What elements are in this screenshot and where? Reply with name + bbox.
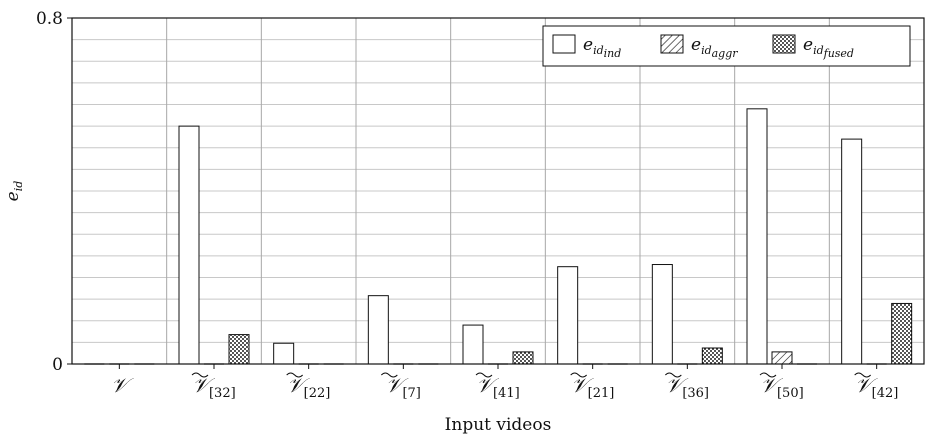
tilde-mark xyxy=(664,372,682,378)
legend-label-aggr: eidaggr xyxy=(691,35,738,60)
x-tick-label: 𝒱[7] xyxy=(386,373,421,401)
x-tick-label: 𝒱[50] xyxy=(760,373,803,401)
bar-ind xyxy=(178,125,200,365)
legend-swatch-fused xyxy=(772,34,796,54)
bar-ind xyxy=(746,108,768,365)
x-tick-label: 𝒱[36] xyxy=(666,373,709,401)
y-tick-label: 0 xyxy=(52,355,63,375)
legend-swatch-ind xyxy=(552,34,576,54)
x-tick-label: 𝒱[42] xyxy=(855,373,898,401)
bar-ind xyxy=(841,138,863,365)
bar-fused xyxy=(512,351,534,365)
tilde-mark xyxy=(759,372,777,378)
x-tick-label: 𝒱[41] xyxy=(476,373,519,401)
bar-ind xyxy=(462,324,484,365)
legend-swatch-aggr xyxy=(660,34,684,54)
tilde-mark xyxy=(854,372,872,378)
bar-ind xyxy=(367,295,389,365)
ticks: 0.80 xyxy=(36,9,878,375)
bar-fused xyxy=(891,302,913,365)
y-tick-label: 0.8 xyxy=(36,9,63,29)
x-tick-label: 𝒱[22] xyxy=(287,373,330,401)
tilde-mark xyxy=(286,372,304,378)
x-tick-label: 𝒱 xyxy=(111,373,134,397)
x-tick-label: 𝒱[21] xyxy=(571,373,614,401)
tilde-mark xyxy=(570,372,588,378)
bar-ind xyxy=(651,264,673,365)
tilde-mark xyxy=(380,372,398,378)
bar-fused xyxy=(701,347,723,365)
legend-label-ind: eidind xyxy=(583,35,621,60)
bars xyxy=(84,108,913,365)
bar-fused xyxy=(228,334,250,365)
bar-aggr xyxy=(771,351,793,365)
legend: eidind eidaggr eidfused xyxy=(542,25,911,67)
y-axis-label: eid xyxy=(3,181,25,202)
bar-ind xyxy=(557,266,579,365)
grid xyxy=(72,18,924,364)
legend-label-fused: eidfused xyxy=(803,35,854,60)
legend-box xyxy=(542,25,911,67)
bar-ind xyxy=(273,342,295,365)
tilde-mark xyxy=(191,372,209,378)
tilde-mark xyxy=(475,372,493,378)
x-axis-label: Input videos xyxy=(445,415,552,435)
x-tick-label: 𝒱[32] xyxy=(192,373,235,401)
